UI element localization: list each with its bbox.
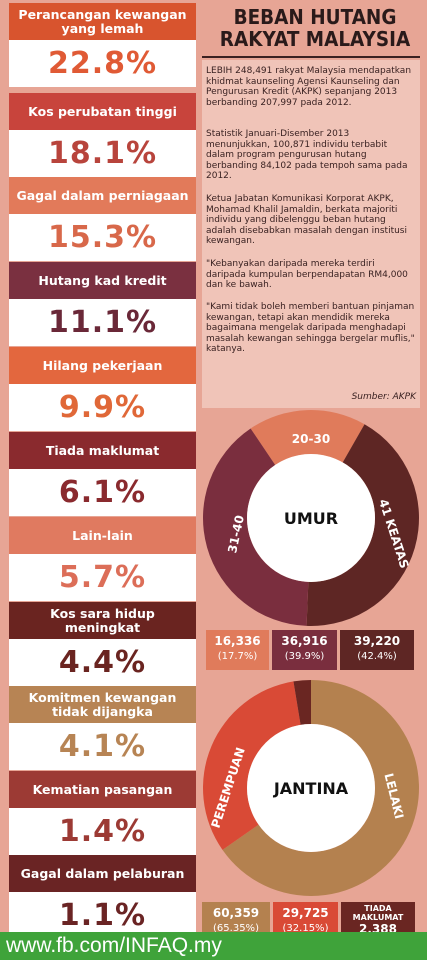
reason-label: Gagal dalam perniagaan: [9, 177, 196, 214]
reason-value: 4.1%: [9, 723, 196, 770]
reason-label: Lain-lain: [9, 517, 196, 554]
reason-row: Tiada maklumat 6.1%: [9, 432, 196, 516]
reason-value: 1.4%: [9, 808, 196, 855]
donut-slice: [203, 681, 301, 850]
reason-label: Kos perubatan tinggi: [9, 93, 196, 130]
stat-count: 39,220: [353, 634, 401, 648]
donut-slice: [306, 424, 419, 626]
donut-slice: [250, 410, 365, 465]
title-line-2: RAKYAT MALAYSIA: [219, 27, 411, 51]
reason-value: 22.8%: [9, 40, 196, 87]
reason-row: Gagal dalam perniagaan 15.3%: [9, 177, 196, 261]
reason-value: 11.1%: [9, 299, 196, 346]
paragraph-1: LEBIH 248,491 rakyat Malaysia mendapatka…: [206, 66, 412, 108]
stat-count: 60,359: [212, 906, 260, 920]
stat-percent: (32.15%): [282, 923, 329, 934]
reason-value: 18.1%: [9, 130, 196, 177]
stat-count: 29,725: [282, 906, 329, 920]
reason-row: Komitmen kewangan tidak dijangka 4.1%: [9, 686, 196, 770]
page-title: BEBAN HUTANG RAKYAT MALAYSIA: [218, 6, 411, 50]
reasons-list: Perancangan kewangan yang lemah 22.8% Kos …: [9, 0, 196, 939]
reason-value: 15.3%: [9, 214, 196, 261]
stat-percent: (65.35%): [213, 923, 259, 934]
reason-label: Kematian pasangan: [9, 771, 196, 808]
reason-row: Gagal dalam pelaburan 1.1%: [9, 855, 196, 939]
donut-title: JANTINA: [273, 779, 349, 798]
stat-percent: (42.4%): [357, 651, 397, 662]
paragraph-4: "Kebanyakan daripada mereka terdiri dari…: [206, 259, 408, 290]
title-divider: [202, 56, 420, 58]
slice-label: 20-30: [292, 432, 330, 446]
donut-slice: [293, 680, 311, 725]
stat-box: 36,916 (39.9%): [272, 630, 337, 670]
donut-title: UMUR: [284, 509, 338, 528]
reason-label: Hilang pekerjaan: [9, 347, 196, 384]
reason-row: Perancangan kewangan yang lemah 22.8%: [9, 3, 196, 87]
article-box: [202, 60, 420, 408]
reason-label: Hutang kad kredit: [9, 262, 196, 299]
reason-row: Kematian pasangan 1.4%: [9, 771, 196, 855]
donut-slice: [222, 680, 419, 896]
reason-row: Kos perubatan tinggi 18.1%: [9, 93, 196, 177]
reason-label: Komitmen kewangan tidak dijangka: [9, 686, 196, 723]
reason-label: Perancangan kewangan yang lemah: [9, 3, 196, 40]
reason-value: 1.1%: [9, 892, 196, 939]
footer-url[interactable]: www.fb.com/INFAQ.my: [0, 932, 427, 960]
stat-count: 16,336: [214, 634, 261, 648]
donut-center: [247, 454, 375, 582]
title-line-1: BEBAN HUTANG: [233, 5, 397, 29]
reason-label: Gagal dalam pelaburan: [9, 855, 196, 892]
reason-value: 4.4%: [9, 639, 196, 686]
stat-percent: (17.7%): [217, 651, 258, 662]
paragraph-5: "Kami tidak boleh memberi bantuan pinjam…: [206, 302, 415, 354]
stat-label: TIADA MAKLUMAT: [352, 904, 404, 922]
reason-label: Kos sara hidup meningkat: [9, 602, 196, 639]
stat-box: 16,336 (17.7%): [206, 630, 269, 670]
stat-percent: (39.9%): [284, 651, 325, 662]
donut-slice: [203, 428, 309, 626]
reason-value: 6.1%: [9, 469, 196, 516]
donut-center: [247, 724, 375, 852]
paragraph-3: Ketua Jabatan Komunikasi Korporat AKPK, …: [206, 194, 407, 246]
reason-value: 9.9%: [9, 384, 196, 431]
reason-row: Hilang pekerjaan 9.9%: [9, 347, 196, 431]
reason-value: 5.7%: [9, 554, 196, 601]
stat-box: 39,220 (42.4%): [340, 630, 414, 670]
stat-count: 36,916: [281, 634, 328, 648]
reason-row: Kos sara hidup meningkat 4.4%: [9, 602, 196, 686]
reason-row: Lain-lain 5.7%: [9, 517, 196, 601]
reason-row: Hutang kad kredit 11.1%: [9, 262, 196, 346]
paragraph-2: Statistik Januari-Disember 2013 menunjuk…: [206, 129, 408, 181]
reason-label: Tiada maklumat: [9, 432, 196, 469]
source-note: Sumber: AKPK: [351, 392, 416, 402]
